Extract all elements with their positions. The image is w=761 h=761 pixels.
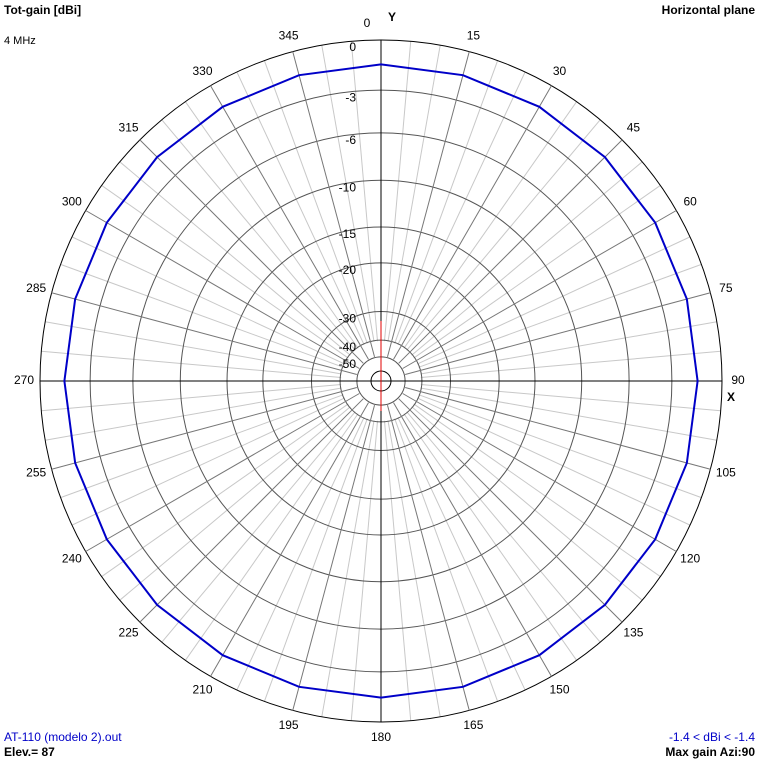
theta-tick-label: 300 <box>62 195 82 209</box>
spoke <box>139 139 364 364</box>
theta-tick-label: 0 <box>364 16 371 30</box>
r-tick-label: -20 <box>339 263 357 277</box>
r-tick-label: -3 <box>345 90 356 104</box>
theta-tick-label: 345 <box>279 28 299 42</box>
theta-tick-label: 45 <box>627 121 641 135</box>
spoke <box>210 85 369 360</box>
x-axis-label: X <box>727 390 735 404</box>
r-tick-label: -40 <box>339 340 357 354</box>
r-tick-label: -10 <box>339 180 357 194</box>
chart-title: Tot-gain [dBi] <box>4 3 81 17</box>
theta-tick-label: 105 <box>716 466 736 480</box>
spoke <box>398 398 623 623</box>
elevation: Elev.= 87 <box>4 745 55 759</box>
theta-tick-label: 255 <box>26 466 46 480</box>
theta-tick-label: 165 <box>463 718 483 732</box>
spoke <box>139 398 364 623</box>
frequency: 4 MHz <box>4 35 36 47</box>
r-tick-label: -6 <box>345 133 356 147</box>
spoke <box>402 393 677 552</box>
theta-tick-label: 225 <box>119 626 139 640</box>
spoke <box>292 51 376 357</box>
r-tick-label: -15 <box>339 227 357 241</box>
subtitle: Horizontal plane <box>662 3 756 17</box>
max-gain: Max gain Azi:90 <box>665 745 755 759</box>
theta-tick-label: 15 <box>467 28 481 42</box>
theta-tick-label: 30 <box>553 64 567 78</box>
spoke <box>386 405 470 711</box>
spoke <box>210 402 369 677</box>
r-tick-label: -30 <box>339 312 357 326</box>
theta-tick-label: 180 <box>371 730 391 744</box>
file-name: AT-110 (modelo 2).out <box>4 730 122 744</box>
spoke <box>51 386 357 470</box>
theta-tick-label: 195 <box>279 718 299 732</box>
grid <box>39 39 723 723</box>
theta-tick-label: 150 <box>549 682 569 696</box>
theta-tick-label: 60 <box>683 195 697 209</box>
pattern-line <box>63 63 699 699</box>
y-axis-label: Y <box>388 10 396 24</box>
spoke <box>51 292 357 376</box>
theta-tick-label: 240 <box>62 552 82 566</box>
r-tick-label: -50 <box>339 357 357 371</box>
spoke <box>405 292 711 376</box>
theta-tick-label: 90 <box>731 373 745 387</box>
spoke <box>402 210 677 369</box>
theta-tick-label: 330 <box>192 64 212 78</box>
spoke <box>85 393 360 552</box>
spoke <box>386 51 470 357</box>
theta-tick-label: 135 <box>623 626 643 640</box>
theta-tick-label: 285 <box>26 281 46 295</box>
theta-tick-label: 210 <box>192 682 212 696</box>
spoke <box>393 402 552 677</box>
theta-tick-label: 315 <box>119 121 139 135</box>
spoke <box>398 139 623 364</box>
spoke <box>405 386 711 470</box>
gain-range: -1.4 < dBi < -1.4 <box>669 730 755 744</box>
theta-tick-label: 75 <box>719 281 733 295</box>
r-tick-label: 0 <box>349 40 356 54</box>
spoke <box>393 85 552 360</box>
theta-tick-label: 120 <box>680 552 700 566</box>
spoke <box>292 405 376 711</box>
theta-tick-label: 270 <box>14 373 34 387</box>
spoke <box>85 210 360 369</box>
